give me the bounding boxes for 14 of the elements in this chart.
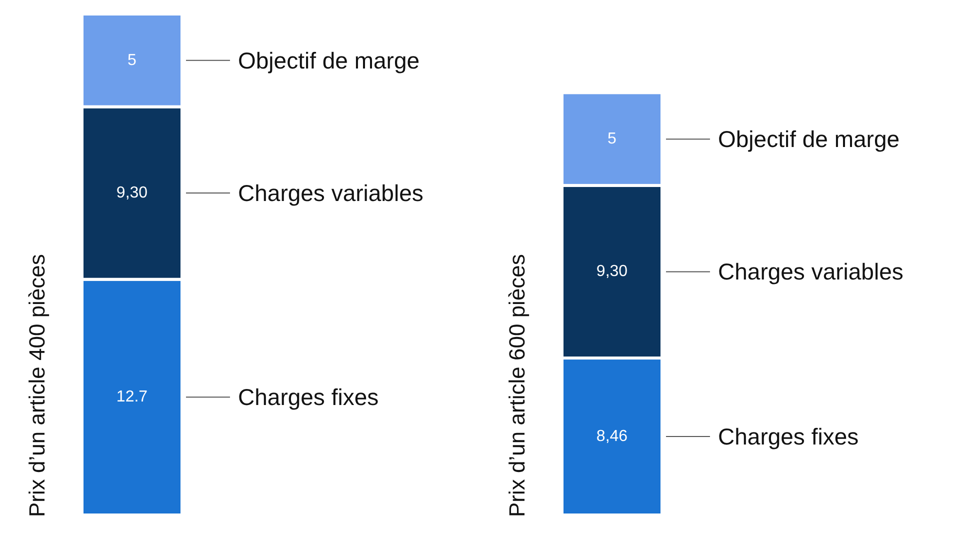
data-label: 9,30 <box>116 184 148 202</box>
text: Charges fixes <box>238 384 379 410</box>
data-label: 5 <box>608 130 617 148</box>
data-label: 5 <box>128 52 137 69</box>
data-label: 8,46 <box>596 428 628 446</box>
data-label: 12.7 <box>116 388 148 406</box>
text: Charges variables <box>718 258 904 285</box>
text: Objectif de marge <box>718 126 900 152</box>
text: Charges variables <box>238 180 424 206</box>
text: Charges fixes <box>718 424 859 450</box>
data-label: 9,30 <box>596 263 628 280</box>
text: Objectif de marge <box>238 47 420 74</box>
y-axis-title: Prix d’un article 600 pièces <box>504 254 530 517</box>
y-axis-title: Prix d’un article 400 pièces <box>24 254 50 517</box>
